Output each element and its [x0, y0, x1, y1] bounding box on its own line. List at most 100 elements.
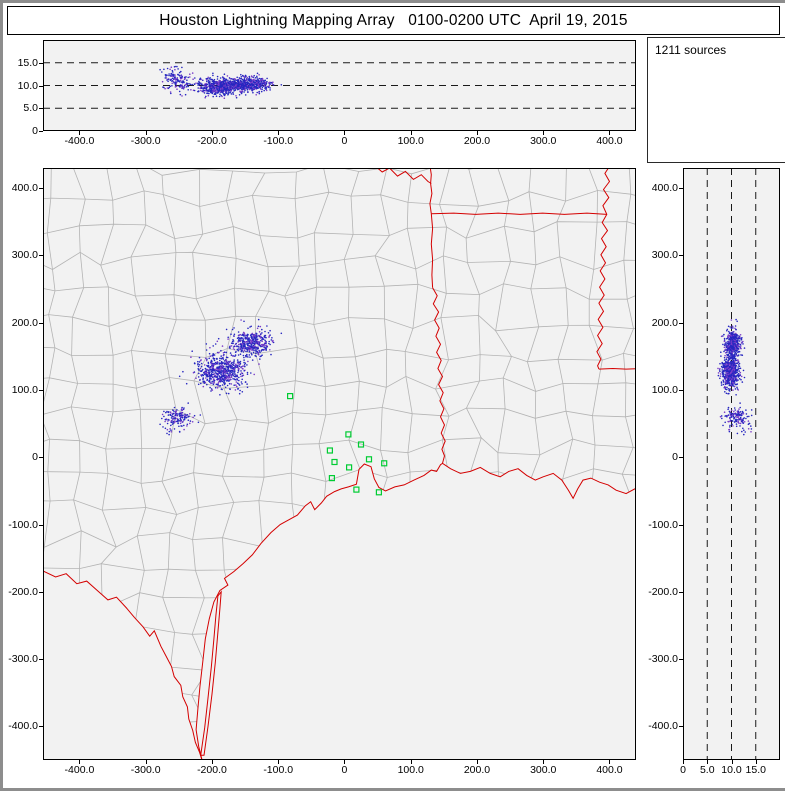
right-northsouth-tick-label: -200.0 [648, 585, 678, 598]
map-eastwest-tickmark [609, 760, 611, 764]
station-marker [328, 475, 335, 482]
plan-view-plot [43, 168, 636, 760]
map-northsouth-tickmark [39, 659, 43, 661]
altitude-vs-northsouth-panel: 0 5.0 10.0 15.0 400.0 300.0 200.0 100.0 0 -100.0 -… [644, 162, 782, 782]
top-altitude-tickmark [39, 62, 43, 64]
mexico-area [43, 571, 202, 760]
right-altitude-tickmark [731, 760, 733, 764]
top-eastwest-tickmark [543, 131, 545, 135]
county-boundaries [43, 168, 636, 760]
right-northsouth-tick-label: 300.0 [651, 249, 678, 262]
top-altitude-tick-label: 15.0 [17, 56, 38, 69]
map-eastwest-tickmark [145, 760, 147, 764]
right-northsouth-tickmark [679, 457, 683, 459]
gulf-coast-line [195, 462, 636, 760]
window-title: Houston Lightning Mapping Array 0100-020… [7, 6, 780, 35]
lightning-sources-plan [159, 318, 283, 436]
tx-la-meridian-line [430, 213, 434, 288]
gulf-of-mexico-water [196, 463, 636, 760]
right-northsouth-tick-label: 200.0 [651, 316, 678, 329]
map-northsouth-tickmark [39, 524, 43, 526]
top-eastwest-tickmark [410, 131, 412, 135]
map-northsouth-tick-label: -200.0 [8, 585, 38, 598]
map-eastwest-tick-label: 300.0 [530, 764, 557, 776]
map-northsouth-tick-label: 300.0 [11, 249, 38, 262]
map-northsouth-tickmark [39, 255, 43, 257]
map-northsouth-tick-label: 100.0 [11, 384, 38, 396]
lma-station-markers [287, 393, 388, 496]
map-northsouth-tick-label: -300.0 [8, 653, 38, 666]
map-northsouth-tickmark [39, 322, 43, 324]
map-eastwest-tick-label: -400.0 [64, 764, 95, 776]
mississippi-river-line [596, 168, 611, 370]
right-altitude-tickmark [707, 760, 709, 764]
station-marker [365, 456, 373, 463]
map-eastwest-tickmark [410, 760, 412, 764]
altitude-northsouth-plot [683, 168, 780, 760]
right-altitude-tickmark [755, 760, 757, 764]
right-northsouth-tickmark [679, 591, 683, 593]
map-northsouth-tick-label: 400.0 [11, 182, 38, 195]
map-northsouth-tick-label: -100.0 [8, 518, 38, 531]
ok-ar-line-line [429, 168, 433, 214]
top-altitude-tick-label: 0 [32, 125, 38, 137]
station-marker [345, 431, 352, 438]
top-eastwest-tick-label: 200.0 [463, 135, 491, 147]
right-altitude-tick-label: 5.0 [699, 764, 715, 776]
station-marker [326, 447, 333, 454]
map-northsouth-tickmark [39, 726, 43, 728]
top-eastwest-tickmark [211, 131, 213, 135]
right-northsouth-tick-label: 0 [672, 451, 678, 464]
map-northsouth-tickmark [39, 390, 43, 391]
sources-count-label: 1211 sources [655, 43, 727, 57]
map-northsouth-tick-label: 0 [32, 451, 38, 464]
right-northsouth-tickmark [679, 659, 683, 661]
map-eastwest-tick-label: 400.0 [596, 764, 623, 776]
ar-la-33n-line [431, 212, 607, 215]
right-northsouth-tick-label: -100.0 [648, 518, 678, 531]
top-eastwest-tick-label: -400.0 [64, 135, 95, 147]
top-eastwest-tick-label: 300.0 [530, 135, 557, 147]
top-eastwest-tickmark [79, 131, 81, 135]
sources-count-box: 1211 sources [647, 37, 785, 163]
top-eastwest-tick-label: -300.0 [130, 135, 161, 147]
lightning-sources-alt-ns [717, 318, 753, 436]
map-eastwest-tick-label: -200.0 [197, 764, 227, 776]
map-eastwest-tickmark [211, 760, 213, 764]
right-altitude-tick-label: 0 [680, 764, 686, 776]
top-altitude-tick-label: 10.0 [17, 79, 38, 92]
right-altitude-tick-label: 10.0 [721, 764, 742, 776]
map-northsouth-tickmark [39, 591, 43, 593]
right-altitude-tickmark [683, 760, 684, 764]
map-eastwest-tick-label: 100.0 [397, 764, 424, 776]
station-marker [331, 458, 338, 466]
right-northsouth-tickmark [679, 322, 683, 324]
map-northsouth-tickmark [39, 188, 43, 190]
right-altitude-tick-label: 15.0 [745, 764, 766, 776]
station-marker [357, 441, 365, 448]
top-eastwest-tick-label: 100.0 [397, 135, 424, 147]
red-river-line [376, 168, 432, 184]
top-eastwest-tickmark [344, 131, 346, 135]
top-eastwest-tickmark [476, 131, 478, 135]
map-eastwest-tickmark [344, 760, 346, 764]
top-eastwest-tick-label: -100.0 [263, 135, 294, 147]
top-eastwest-tick-label: 400.0 [596, 135, 623, 147]
rio-grande-line [43, 570, 203, 760]
map-eastwest-tick-label: -100.0 [263, 764, 294, 776]
map-eastwest-tickmark [476, 760, 478, 764]
map-eastwest-tickmark [79, 760, 81, 764]
right-northsouth-tick-label: -400.0 [648, 720, 678, 733]
right-northsouth-tickmark [679, 188, 683, 190]
station-marker [375, 489, 382, 496]
right-northsouth-tickmark [679, 726, 683, 728]
station-marker [346, 464, 353, 471]
top-eastwest-tickmark [278, 131, 280, 135]
map-eastwest-tick-label: -300.0 [130, 764, 161, 776]
lightning-sources-alt-ew [159, 65, 283, 99]
map-eastwest-tickmark [543, 760, 545, 764]
map-northsouth-tick-label: -400.0 [8, 720, 38, 733]
right-northsouth-tickmark [679, 255, 683, 257]
la-ms-31n-line [598, 367, 636, 370]
